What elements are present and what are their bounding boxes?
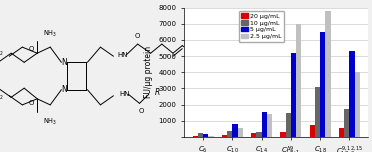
Bar <box>291 53 296 137</box>
Bar <box>296 24 301 137</box>
Text: O: O <box>29 46 34 52</box>
Bar <box>310 126 315 137</box>
Text: O: O <box>139 108 144 114</box>
Bar <box>193 136 198 137</box>
Bar <box>355 72 360 137</box>
Text: $_7$: $_7$ <box>186 53 190 60</box>
Bar <box>315 87 320 137</box>
Text: NH$_2$: NH$_2$ <box>0 48 4 58</box>
Bar <box>227 131 232 137</box>
Bar <box>251 133 256 137</box>
Text: O: O <box>135 33 140 40</box>
Bar <box>267 114 272 137</box>
Text: NH$_2$: NH$_2$ <box>0 92 4 102</box>
Bar <box>232 124 238 137</box>
Text: HN: HN <box>117 52 128 58</box>
Bar <box>198 133 203 137</box>
Bar <box>222 135 227 137</box>
Text: R: R <box>154 88 160 97</box>
Legend: 20 μg/mL, 10 μg/mL, 5 μg/mL, 2.5 μg/mL: 20 μg/mL, 10 μg/mL, 5 μg/mL, 2.5 μg/mL <box>239 11 284 42</box>
Y-axis label: FU/μg protein: FU/μg protein <box>144 46 153 98</box>
Bar <box>208 136 214 137</box>
Bar <box>344 109 349 137</box>
Bar <box>238 128 243 137</box>
Bar <box>262 112 267 137</box>
Text: $_5$: $_5$ <box>165 53 170 60</box>
Bar <box>203 134 208 137</box>
Text: NH$_3$: NH$_3$ <box>43 28 57 39</box>
Text: O: O <box>29 100 34 106</box>
Bar <box>280 132 286 137</box>
Bar <box>326 11 331 137</box>
Bar <box>349 51 355 137</box>
Text: N: N <box>61 58 67 67</box>
Text: HN: HN <box>119 91 129 97</box>
Bar <box>286 113 291 137</box>
Text: N: N <box>61 85 67 94</box>
Bar <box>320 32 326 137</box>
Bar <box>256 132 262 137</box>
Text: NH$_3$: NH$_3$ <box>43 116 57 127</box>
Bar <box>339 128 344 137</box>
